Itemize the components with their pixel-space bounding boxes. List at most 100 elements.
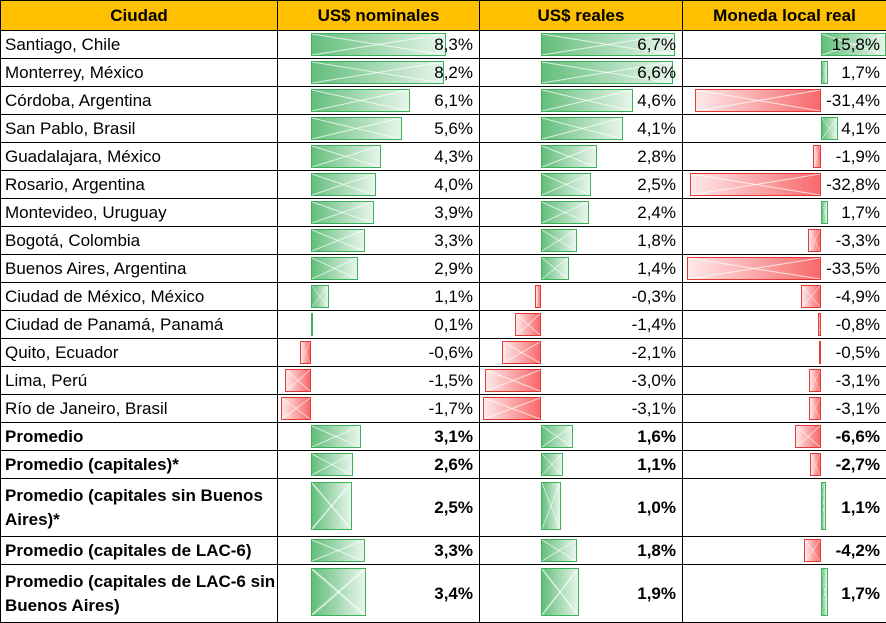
value-cell-real: 2,4% <box>480 199 683 227</box>
value-cell-nom: 3,4% <box>278 565 480 623</box>
data-bar <box>541 539 577 562</box>
city-cell: Río de Janeiro, Brasil <box>1 395 278 423</box>
value-cell-local: -3,1% <box>683 395 886 423</box>
data-bar <box>808 229 821 252</box>
data-bar <box>311 313 313 336</box>
value-text: 4,3% <box>434 147 479 166</box>
value-cell-real: 6,6% <box>480 59 683 87</box>
value-text: 4,0% <box>434 175 479 194</box>
value-text: -2,7% <box>836 455 886 474</box>
header-real: US$ reales <box>480 1 683 31</box>
value-text: 8,3% <box>434 35 479 54</box>
value-cell-nom: 5,6% <box>278 115 480 143</box>
value-cell-real: 1,0% <box>480 479 683 537</box>
value-cell-nom: 0,1% <box>278 311 480 339</box>
city-cell: Promedio (capitales)* <box>1 451 278 479</box>
data-bar <box>311 145 381 168</box>
value-cell-nom: 3,3% <box>278 537 480 565</box>
value-cell-nom: 6,1% <box>278 87 480 115</box>
value-text: 1,1% <box>637 455 682 474</box>
data-bar <box>485 369 541 392</box>
value-cell-nom: 3,3% <box>278 227 480 255</box>
value-cell-nom: 4,0% <box>278 171 480 199</box>
table-row: Río de Janeiro, Brasil -1,7% -3,1% -3,1% <box>1 395 886 423</box>
value-cell-real: -3,0% <box>480 367 683 395</box>
value-text: 3,1% <box>434 427 479 446</box>
data-bar <box>810 453 821 476</box>
value-cell-nom: 8,3% <box>278 31 480 59</box>
data-bar <box>821 117 838 140</box>
data-bar <box>285 369 311 392</box>
data-bar <box>311 229 365 252</box>
data-bar <box>311 453 353 476</box>
table-row: Promedio (capitales sin Buenos Aires)*2,… <box>1 479 886 537</box>
value-text: 0,1% <box>434 315 479 334</box>
value-text: -4,9% <box>836 287 886 306</box>
city-cell: Lima, Perú <box>1 367 278 395</box>
value-cell-local: -6,6% <box>683 423 886 451</box>
value-text: -0,5% <box>836 343 886 362</box>
data-bar <box>311 33 446 56</box>
city-cell: Quito, Ecuador <box>1 339 278 367</box>
value-cell-local: -31,4% <box>683 87 886 115</box>
value-text: 6,1% <box>434 91 479 110</box>
table-row: Promedio (capitales de LAC-6 sin Buenos … <box>1 565 886 623</box>
value-text: -1,9% <box>836 147 886 166</box>
value-cell-local: 15,8% <box>683 31 886 59</box>
header-nominal: US$ nominales <box>278 1 480 31</box>
data-bar <box>813 145 821 168</box>
table-row: Quito, Ecuador-0,6%-2,1%-0,5% <box>1 339 886 367</box>
value-text: 15,8% <box>832 35 886 54</box>
value-text: 2,4% <box>637 203 682 222</box>
value-cell-real: 1,4% <box>480 255 683 283</box>
value-cell-local: -3,3% <box>683 227 886 255</box>
city-cell: Santiago, Chile <box>1 31 278 59</box>
value-cell-real: -0,3% <box>480 283 683 311</box>
value-text: -3,1% <box>632 399 682 418</box>
value-cell-real: -1,4% <box>480 311 683 339</box>
value-text: 6,7% <box>637 35 682 54</box>
value-cell-real: -2,1% <box>480 339 683 367</box>
value-text: 3,3% <box>434 541 479 560</box>
value-text: 1,8% <box>637 231 682 250</box>
value-cell-nom: 2,6% <box>278 451 480 479</box>
value-text: 1,7% <box>841 203 886 222</box>
city-cell: Promedio (capitales de LAC-6) <box>1 537 278 565</box>
value-cell-nom: -1,7% <box>278 395 480 423</box>
value-text: -31,4% <box>826 91 886 110</box>
value-text: 6,6% <box>637 63 682 82</box>
data-bar <box>541 89 633 112</box>
data-bar <box>541 425 573 448</box>
data-bar <box>541 201 589 224</box>
value-text: 2,5% <box>278 498 479 518</box>
data-bar <box>311 201 374 224</box>
value-text: 2,5% <box>637 175 682 194</box>
value-text: 4,6% <box>637 91 682 110</box>
data-bar <box>687 257 821 280</box>
city-cell: Buenos Aires, Argentina <box>1 255 278 283</box>
data-bar <box>695 89 821 112</box>
data-bar <box>541 257 569 280</box>
data-bar <box>541 173 591 196</box>
value-text: 4,1% <box>637 119 682 138</box>
data-bar <box>311 89 410 112</box>
value-cell-real: 2,5% <box>480 171 683 199</box>
value-text: 2,9% <box>434 259 479 278</box>
value-cell-nom: -1,5% <box>278 367 480 395</box>
table-row: Lima, Perú-1,5%-3,0%-3,1% <box>1 367 886 395</box>
data-bar <box>311 117 402 140</box>
value-cell-nom: 4,3% <box>278 143 480 171</box>
data-bar <box>541 145 597 168</box>
header-row: Ciudad US$ nominales US$ reales Moneda l… <box>1 1 886 31</box>
value-text: -1,7% <box>429 399 479 418</box>
value-cell-local: -4,9% <box>683 283 886 311</box>
value-cell-local: -32,8% <box>683 171 886 199</box>
value-text: -3,1% <box>836 399 886 418</box>
data-bar <box>809 397 821 420</box>
